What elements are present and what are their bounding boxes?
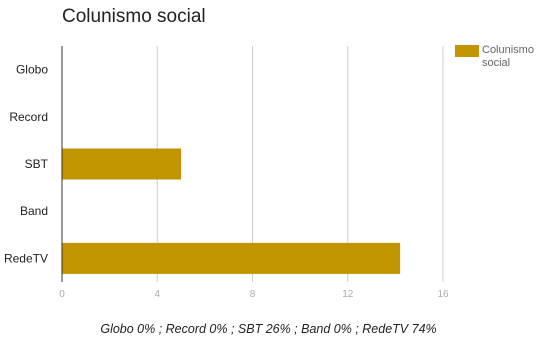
- x-tick-label: 12: [342, 289, 354, 300]
- x-tick-label: 4: [154, 289, 160, 300]
- x-tick-label: 0: [59, 289, 65, 300]
- y-category-label: SBT: [25, 157, 49, 171]
- y-category-label: Band: [20, 204, 48, 218]
- legend-label: Colunismo social: [482, 44, 534, 69]
- bar-sbt: [62, 148, 182, 180]
- chart-title: Colunismo social: [62, 6, 206, 27]
- chart-footnote: Globo 0% ; Record 0% ; SBT 26% ; Band 0%…: [100, 322, 437, 336]
- legend-swatch: [455, 45, 479, 57]
- y-category-label: RedeTV: [4, 251, 48, 265]
- x-tick-label: 8: [250, 289, 256, 300]
- y-category-label: Record: [9, 110, 48, 124]
- x-tick-label: 16: [437, 289, 449, 300]
- bar-redetv: [62, 242, 401, 274]
- y-category-label: Globo: [16, 63, 48, 77]
